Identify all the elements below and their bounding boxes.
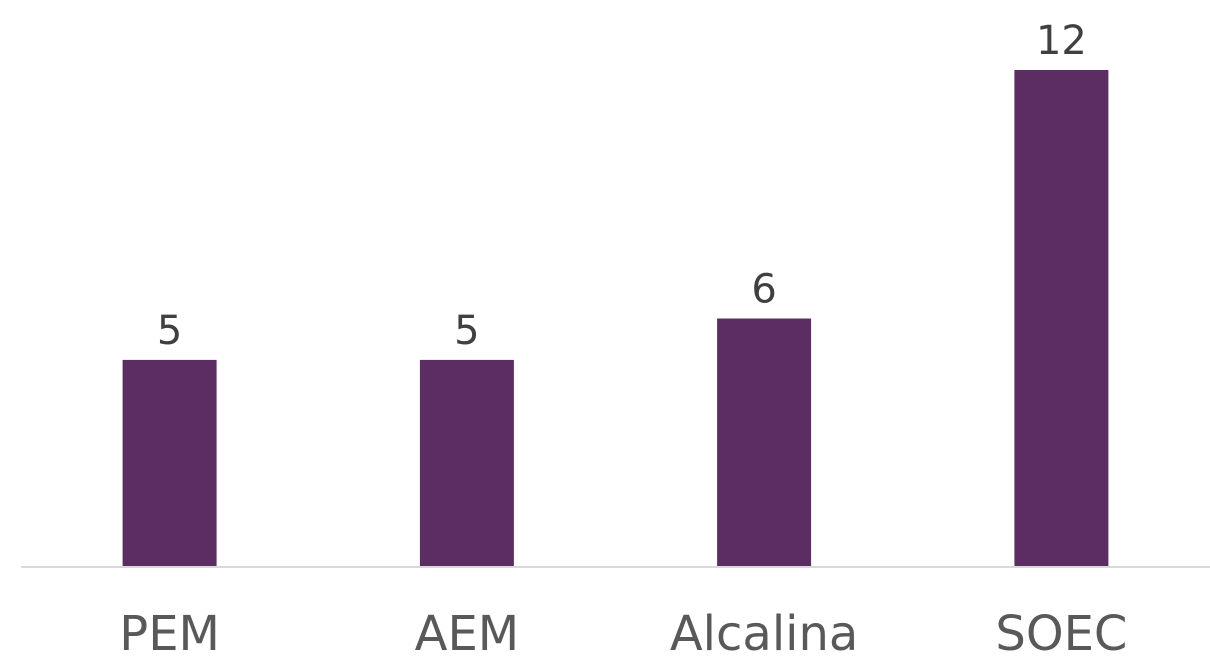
value-label-aem: 5 bbox=[454, 308, 479, 354]
value-labels-layer: 5 5 6 12 bbox=[157, 18, 1087, 354]
category-label-soec: SOEC bbox=[995, 606, 1127, 657]
bars-layer bbox=[122, 70, 1109, 567]
category-label-alcalina: Alcalina bbox=[670, 606, 858, 657]
category-label-aem: AEM bbox=[415, 606, 520, 657]
bar-alcalina bbox=[717, 318, 812, 567]
category-label-pem: PEM bbox=[119, 606, 220, 657]
bar-soec bbox=[1014, 70, 1109, 567]
value-label-pem: 5 bbox=[157, 308, 182, 354]
category-labels-layer: PEM AEM Alcalina SOEC bbox=[119, 606, 1127, 661]
value-label-soec: 12 bbox=[1036, 18, 1087, 64]
bar-pem bbox=[122, 359, 217, 567]
bar-aem bbox=[419, 359, 514, 567]
value-label-alcalina: 6 bbox=[751, 267, 776, 313]
